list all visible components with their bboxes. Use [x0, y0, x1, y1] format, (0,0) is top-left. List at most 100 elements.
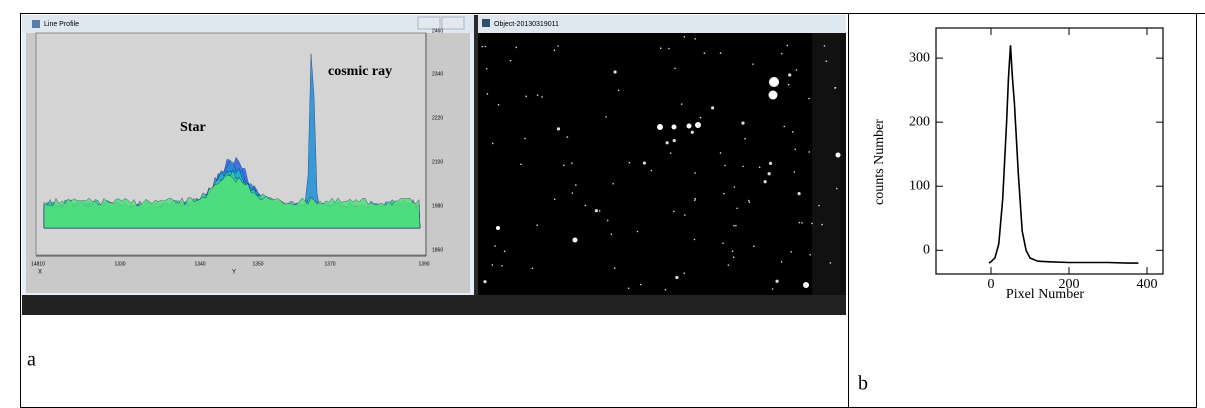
star — [734, 186, 736, 188]
axis-label: 1370 — [324, 261, 335, 267]
data-line — [989, 45, 1138, 263]
star — [481, 46, 483, 48]
star — [694, 198, 696, 200]
star — [735, 225, 737, 227]
star-field-edge — [812, 33, 846, 295]
star — [794, 171, 796, 173]
star — [788, 73, 791, 76]
star — [520, 164, 522, 166]
taskbar — [22, 295, 846, 315]
star — [799, 222, 801, 224]
star — [501, 265, 503, 267]
star — [483, 280, 486, 283]
star — [628, 287, 630, 289]
star — [694, 199, 696, 201]
star — [733, 225, 735, 227]
star — [749, 201, 751, 203]
y-axis-label: counts Number — [872, 119, 887, 205]
star — [704, 52, 706, 54]
axis-label: 2340 — [432, 71, 443, 77]
star — [651, 170, 653, 172]
star — [830, 262, 832, 264]
axis-label: 1390 — [418, 261, 429, 267]
star — [835, 87, 837, 89]
star — [557, 45, 559, 47]
star — [628, 162, 630, 164]
star — [694, 172, 696, 174]
star — [836, 153, 841, 158]
window-title: Object-20130319011 — [494, 21, 559, 28]
star — [536, 224, 538, 226]
star — [825, 60, 827, 62]
star — [524, 138, 526, 140]
star — [484, 46, 486, 48]
star — [487, 93, 489, 95]
star — [567, 136, 569, 138]
axis-name: X — [38, 270, 42, 276]
star — [722, 242, 724, 244]
star — [599, 210, 601, 212]
star — [575, 184, 577, 186]
star — [612, 183, 614, 185]
star — [607, 220, 609, 222]
star — [486, 68, 488, 70]
window-title: Line Profile — [44, 21, 79, 28]
axis-label: 1980 — [432, 203, 443, 209]
x-tick-label: 400 — [1137, 277, 1158, 292]
star — [720, 52, 722, 54]
star — [611, 233, 613, 235]
star — [724, 165, 726, 167]
axis-label: 1350 — [252, 261, 263, 267]
axis-label: 2460 — [432, 28, 443, 34]
chart-frame — [936, 28, 1163, 274]
star — [801, 222, 803, 224]
star — [674, 67, 676, 69]
star — [809, 254, 811, 256]
panel-label: b — [858, 373, 868, 395]
star — [668, 48, 670, 50]
star — [665, 289, 667, 291]
star — [496, 226, 500, 230]
star — [492, 143, 494, 145]
star — [788, 84, 790, 86]
minimize-button[interactable] — [418, 17, 440, 29]
star — [723, 193, 725, 195]
star — [759, 167, 761, 169]
axis-label: 1330 — [114, 261, 125, 267]
star — [572, 192, 574, 194]
star — [618, 89, 620, 91]
star — [614, 70, 617, 73]
axis-label: 14810 — [31, 261, 45, 267]
star — [498, 104, 500, 106]
page: Line Profile Star cosmic ray 24602340222… — [0, 0, 1205, 408]
star — [666, 141, 669, 144]
star — [808, 151, 810, 153]
star — [563, 165, 565, 167]
star — [744, 138, 746, 140]
star — [796, 69, 798, 71]
axis-label: 1340 — [194, 261, 205, 267]
star — [808, 98, 810, 100]
star — [748, 200, 750, 202]
star — [775, 280, 778, 283]
annotation: Star — [180, 120, 206, 135]
star — [640, 284, 642, 286]
star — [797, 192, 800, 195]
star — [769, 91, 778, 100]
y-tick-label: 100 — [909, 178, 930, 193]
star — [753, 245, 755, 247]
star — [605, 116, 607, 118]
star — [657, 124, 663, 130]
figure: Line Profile Star cosmic ray 24602340222… — [0, 0, 1205, 408]
y-tick-label: 300 — [909, 50, 930, 65]
star — [732, 250, 734, 252]
close-button[interactable] — [442, 17, 464, 29]
y-tick-label: 200 — [909, 114, 930, 129]
star — [554, 49, 556, 51]
divider — [474, 15, 478, 295]
star — [673, 211, 675, 213]
star — [532, 267, 534, 269]
star — [687, 124, 692, 129]
title-bar — [22, 15, 474, 33]
